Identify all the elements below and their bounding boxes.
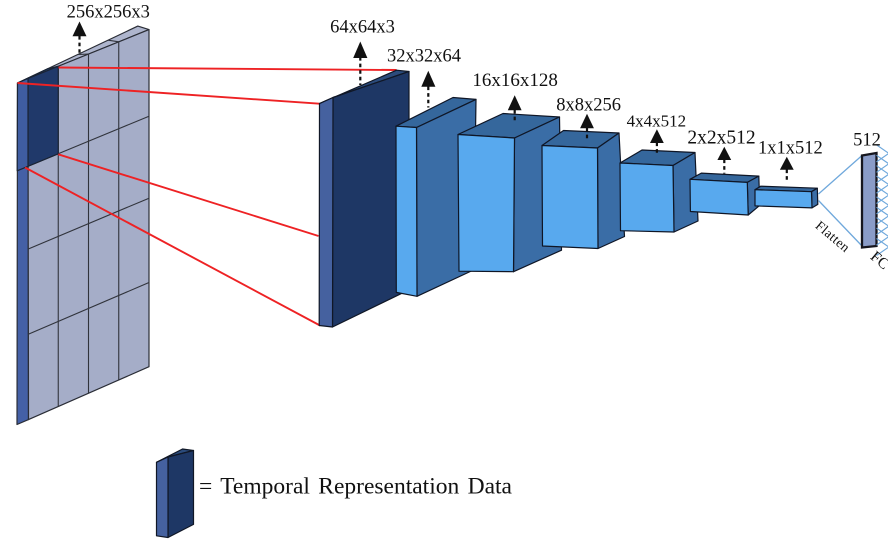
svg-text:64x64x3: 64x64x3: [330, 18, 395, 38]
svg-text:16x16x128: 16x16x128: [472, 70, 558, 91]
svg-text:= Temporal Representation Data: = Temporal Representation Data: [199, 474, 513, 500]
svg-text:1x1x512: 1x1x512: [758, 139, 823, 159]
svg-text:8x8x256: 8x8x256: [556, 96, 621, 116]
svg-text:FC: FC: [867, 248, 888, 273]
svg-text:256x256x3: 256x256x3: [67, 2, 150, 22]
svg-text:2x2x512: 2x2x512: [687, 128, 755, 149]
svg-text:32x32x64: 32x32x64: [387, 47, 461, 67]
svg-text:4x4x512: 4x4x512: [627, 112, 687, 131]
svg-text:Flatten: Flatten: [813, 218, 854, 255]
svg-text:512: 512: [853, 130, 881, 150]
